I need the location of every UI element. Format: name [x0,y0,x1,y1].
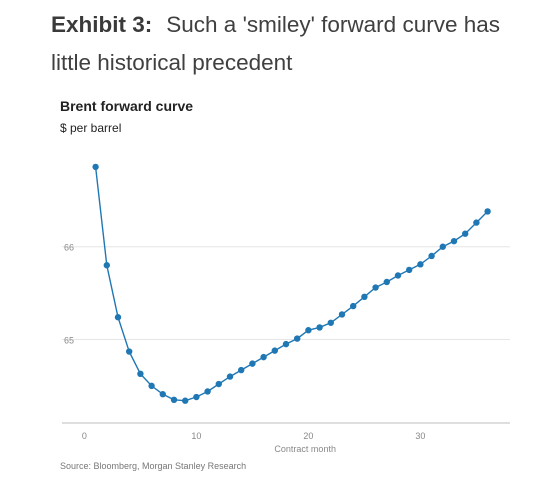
data-point [249,360,256,367]
exhibit-label: Exhibit 3: [51,12,153,37]
data-point [417,261,424,268]
chart-subtitle: $ per barrel [60,121,122,135]
data-point [450,237,458,245]
data-point [428,252,435,260]
data-point [484,208,491,215]
data-point [159,391,166,398]
data-point [182,397,189,404]
data-point [271,347,278,354]
x-tick-label: 20 [303,431,313,441]
data-point [439,243,446,250]
data-point [350,302,357,310]
chart-title: Brent forward curve [60,98,194,114]
data-point [406,266,413,274]
data-point [204,388,211,395]
series-line [94,166,489,402]
data-point [126,348,133,355]
data-point [260,353,267,361]
data-point [170,396,178,404]
exhibit-title: Such a 'smiley' forward curve has little… [51,12,500,75]
data-point [338,311,346,318]
data-point [383,278,390,286]
data-point [137,370,144,378]
data-point [215,380,222,388]
data-point [327,319,334,326]
x-tick-label: 30 [415,431,425,441]
data-point [226,373,234,380]
data-point [473,219,480,226]
data-point [361,293,368,301]
data-point [394,272,402,279]
y-tick-label: 65 [64,335,74,345]
source-note: Source: Bloomberg, Morgan Stanley Resear… [60,461,247,471]
data-point [103,262,111,269]
data-point [193,393,200,401]
x-axis-label: Contract month [274,444,336,454]
data-point [294,335,301,342]
data-point [238,366,245,374]
data-point [305,327,312,334]
data-point [316,324,323,331]
data-point [282,340,290,348]
data-point [148,382,155,390]
x-tick-label: 10 [191,431,201,441]
data-point [92,163,99,171]
y-tick-label: 66 [64,243,74,253]
x-tick-label: 0 [82,431,87,441]
data-point [114,314,122,321]
exhibit-heading: Exhibit 3: Such a 'smiley' forward curve … [51,6,531,82]
data-point [372,284,379,291]
data-point [462,230,469,237]
